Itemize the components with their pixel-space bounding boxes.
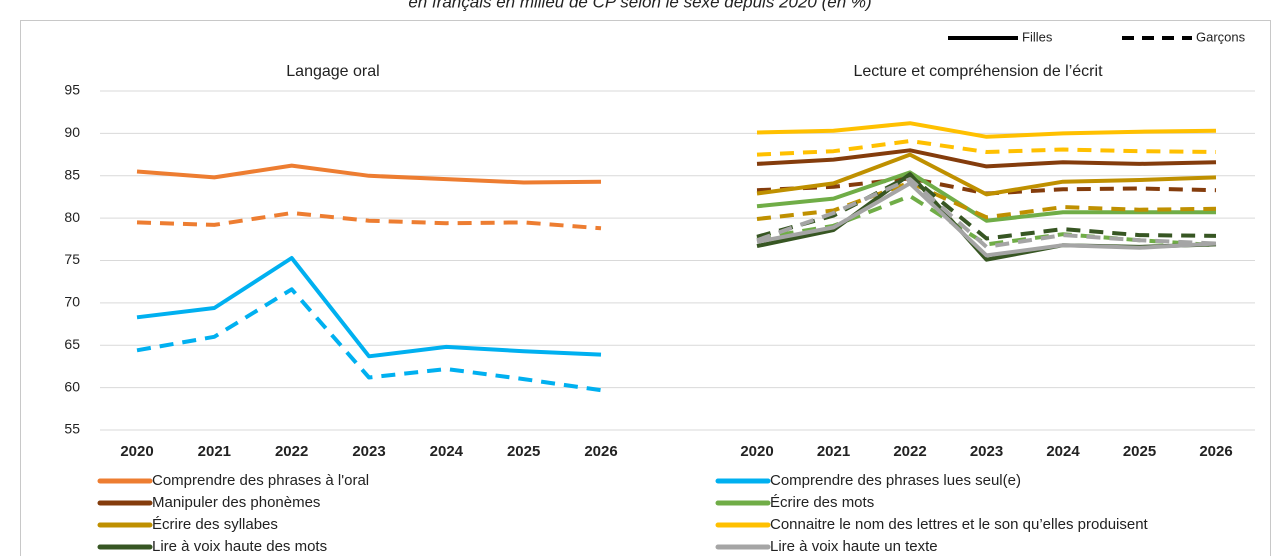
line-series — [136, 211, 602, 231]
x-tick-label: 2022 — [893, 443, 926, 460]
legend-label: Écrire des syllabes — [152, 516, 278, 533]
chart-title: en français en milieu de CP selon le sex… — [408, 0, 871, 11]
chart-frame — [20, 20, 1271, 556]
x-tick-label: 2022 — [275, 443, 308, 460]
x-tick-label: 2025 — [507, 443, 540, 460]
line-series — [756, 180, 1217, 221]
line-series — [756, 181, 1217, 258]
x-tick-label: 2021 — [198, 443, 231, 460]
legend-label: Connaitre le nom des lettres et le son q… — [770, 516, 1149, 533]
line-series — [756, 170, 1216, 223]
legend-label: Manipuler des phonèmes — [152, 494, 320, 511]
x-tick-label: 2026 — [584, 443, 617, 460]
line-series — [756, 177, 1217, 249]
y-tick-label: 65 — [64, 336, 80, 352]
y-tick-label: 95 — [64, 82, 80, 98]
legend-label: Filles — [1022, 29, 1053, 44]
line-series — [136, 163, 602, 185]
x-tick-label: 2020 — [120, 443, 153, 460]
legend-label: Lire à voix haute des mots — [152, 538, 327, 555]
x-tick-label: 2021 — [817, 443, 850, 460]
line-series — [756, 139, 1217, 157]
line-series — [136, 287, 602, 393]
line-series — [756, 152, 1217, 197]
x-tick-label: 2023 — [970, 443, 1003, 460]
y-tick-label: 60 — [64, 378, 80, 394]
line-series — [136, 256, 602, 359]
panel-title: Langage oral — [286, 63, 379, 80]
line-series — [756, 148, 1217, 169]
line-series — [756, 121, 1217, 139]
panel-title: Lecture et compréhension de l’écrit — [853, 63, 1103, 80]
line-series — [756, 173, 1217, 241]
legend-label: Garçons — [1196, 29, 1246, 44]
legend-label: Lire à voix haute un texte — [770, 538, 938, 555]
x-tick-label: 2020 — [740, 443, 773, 460]
x-tick-label: 2023 — [352, 443, 385, 460]
y-tick-label: 90 — [64, 124, 80, 140]
y-tick-label: 55 — [64, 421, 80, 437]
y-tick-label: 85 — [64, 166, 80, 182]
y-tick-label: 75 — [64, 251, 80, 267]
y-tick-label: 70 — [64, 294, 80, 310]
x-tick-label: 2026 — [1199, 443, 1232, 460]
legend-label: Comprendre des phrases lues seul(e) — [770, 472, 1021, 489]
legend-label: Écrire des mots — [770, 494, 874, 511]
y-tick-label: 80 — [64, 209, 80, 225]
legend-label: Comprendre des phrases à l'oral — [152, 472, 369, 489]
x-tick-label: 2024 — [1046, 443, 1080, 460]
x-tick-label: 2024 — [430, 443, 464, 460]
x-tick-label: 2025 — [1123, 443, 1156, 460]
